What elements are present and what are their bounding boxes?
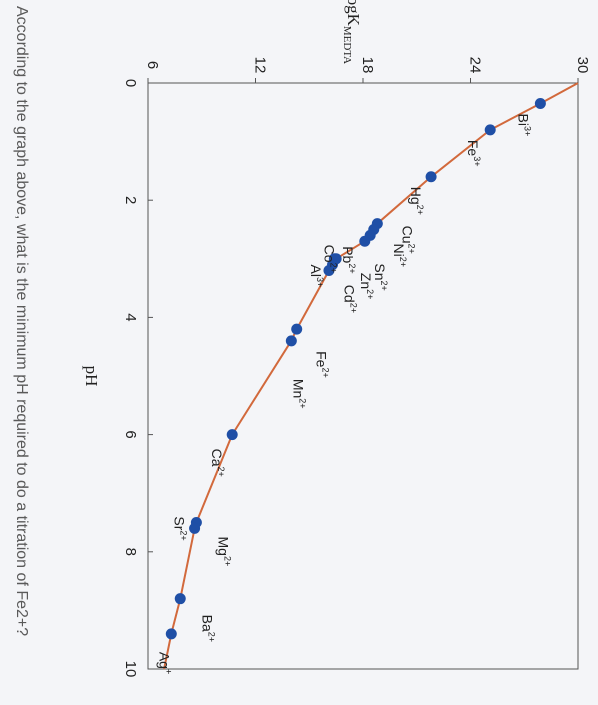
- data-point-al-3plus: [323, 265, 335, 277]
- data-point-fe-2plus: [291, 323, 303, 335]
- point-label-charge: 2+: [329, 263, 339, 273]
- x-tick-label: 0: [122, 79, 139, 87]
- point-label-ion: Co: [322, 245, 338, 263]
- y-axis-title-main: logK: [344, 0, 363, 27]
- x-axis-title: pH: [82, 366, 101, 387]
- point-label-charge: 2+: [415, 205, 425, 215]
- y-axis-ticks: 6 12 18 24 30: [144, 57, 591, 83]
- point-label-ion: Mn: [290, 379, 306, 398]
- y-tick-label: 6: [144, 61, 161, 69]
- x-tick-label: 4: [122, 313, 139, 321]
- x-tick-label: 2: [122, 196, 139, 204]
- data-point-ca-2plus: [226, 429, 238, 441]
- point-label-ion: Cd: [341, 285, 357, 303]
- plot-frame: [147, 82, 579, 670]
- point-label-ion: Ca: [209, 449, 225, 467]
- data-point-bi-3plus: [534, 98, 546, 110]
- axis-titles: pH logKMEDTA: [82, 0, 363, 386]
- data-point-sr-2plus: [189, 522, 201, 534]
- point-label: Mn2+: [290, 379, 307, 409]
- x-tick-label: 6: [122, 430, 139, 438]
- data-point-ag-plus: [165, 628, 177, 640]
- point-label: Fe3+: [465, 140, 482, 167]
- point-label-charge: 2+: [297, 398, 307, 408]
- y-tick-label: 24: [467, 57, 484, 74]
- point-label-ion: Bi: [515, 114, 531, 126]
- point-label-ion: Hg: [408, 187, 424, 205]
- y-tick-label: 12: [252, 57, 269, 74]
- point-label-charge: 2+: [347, 263, 357, 273]
- y-axis-title-sub: MEDTA: [341, 26, 353, 64]
- point-label-ion: Pb: [340, 246, 356, 263]
- point-label: Sn2+: [372, 263, 389, 290]
- point-label-ion: Al: [308, 265, 324, 277]
- point-labels-layer: Bi3+Fe3+Hg2+Cu2+Ni2+Sn2+Pb2+Zn2+Cd2+Co2+…: [156, 114, 532, 675]
- point-label: Al3+: [308, 265, 325, 288]
- point-label: Hg2+: [408, 187, 425, 215]
- point-label-ion: Fe: [314, 351, 330, 368]
- data-point-fe-3plus: [484, 124, 496, 136]
- point-label-charge: 2+: [206, 632, 216, 642]
- point-label: Mg2+: [215, 537, 232, 567]
- point-label: Ca2+: [209, 449, 226, 477]
- point-label-ion: Sn: [372, 263, 388, 280]
- point-label: Pb2+: [340, 246, 357, 273]
- data-point-pb-2plus: [359, 235, 371, 247]
- y-axis-title: logKMEDTA: [341, 0, 363, 64]
- question-text: According to the graph above, what is th…: [13, 6, 30, 637]
- point-label: Cd2+: [341, 285, 358, 313]
- point-label-ion: Sr: [172, 516, 188, 530]
- point-label-charge: +: [163, 669, 173, 674]
- x-tick-label: 8: [122, 548, 139, 556]
- point-label: Fe2+: [314, 351, 331, 378]
- point-label-charge: 3+: [315, 277, 325, 287]
- point-label-charge: 3+: [472, 156, 482, 166]
- data-point-hg-2plus: [425, 171, 437, 183]
- data-point-mn-2plus: [285, 335, 297, 347]
- point-label-charge: 3+: [522, 126, 532, 136]
- point-label-charge: 2+: [348, 303, 358, 313]
- point-label-ion: Ni: [391, 244, 407, 257]
- point-label: Ni2+: [391, 244, 408, 268]
- y-tick-label: 30: [574, 57, 591, 74]
- point-label-charge: 2+: [379, 280, 389, 290]
- point-label: Ag+: [156, 652, 173, 674]
- point-label-charge: 2+: [222, 556, 232, 566]
- point-label-ion: Fe: [465, 140, 481, 157]
- data-points-layer: [165, 98, 546, 640]
- data-point-ba-2plus: [174, 593, 186, 605]
- point-label: Bi3+: [515, 114, 532, 137]
- x-axis-ticks: 0 2 4 6 8 10: [122, 79, 153, 678]
- plot-border: [147, 82, 579, 670]
- point-label-ion: Cu: [399, 226, 415, 244]
- point-label: Co2+: [322, 245, 339, 273]
- point-label-charge: 2+: [179, 530, 189, 540]
- point-label: Sr2+: [172, 516, 189, 540]
- point-label-charge: 2+: [406, 244, 416, 254]
- y-tick-label: 18: [359, 57, 376, 74]
- point-label: Ba2+: [199, 615, 216, 642]
- point-label-charge: 2+: [398, 257, 408, 267]
- point-label-charge: 2+: [365, 289, 375, 299]
- point-label-ion: Mg: [215, 537, 231, 556]
- point-label-ion: Ag: [156, 652, 172, 669]
- fit-curve: [163, 82, 579, 670]
- x-tick-label: 10: [122, 661, 139, 678]
- point-label: Zn2+: [358, 273, 375, 300]
- point-label-ion: Zn: [358, 273, 374, 289]
- fit-curve-layer: [163, 82, 579, 670]
- point-label-ion: Ba: [199, 615, 215, 632]
- point-label: Cu2+: [399, 226, 416, 254]
- point-label-charge: 2+: [321, 367, 331, 377]
- point-label-charge: 2+: [216, 467, 226, 477]
